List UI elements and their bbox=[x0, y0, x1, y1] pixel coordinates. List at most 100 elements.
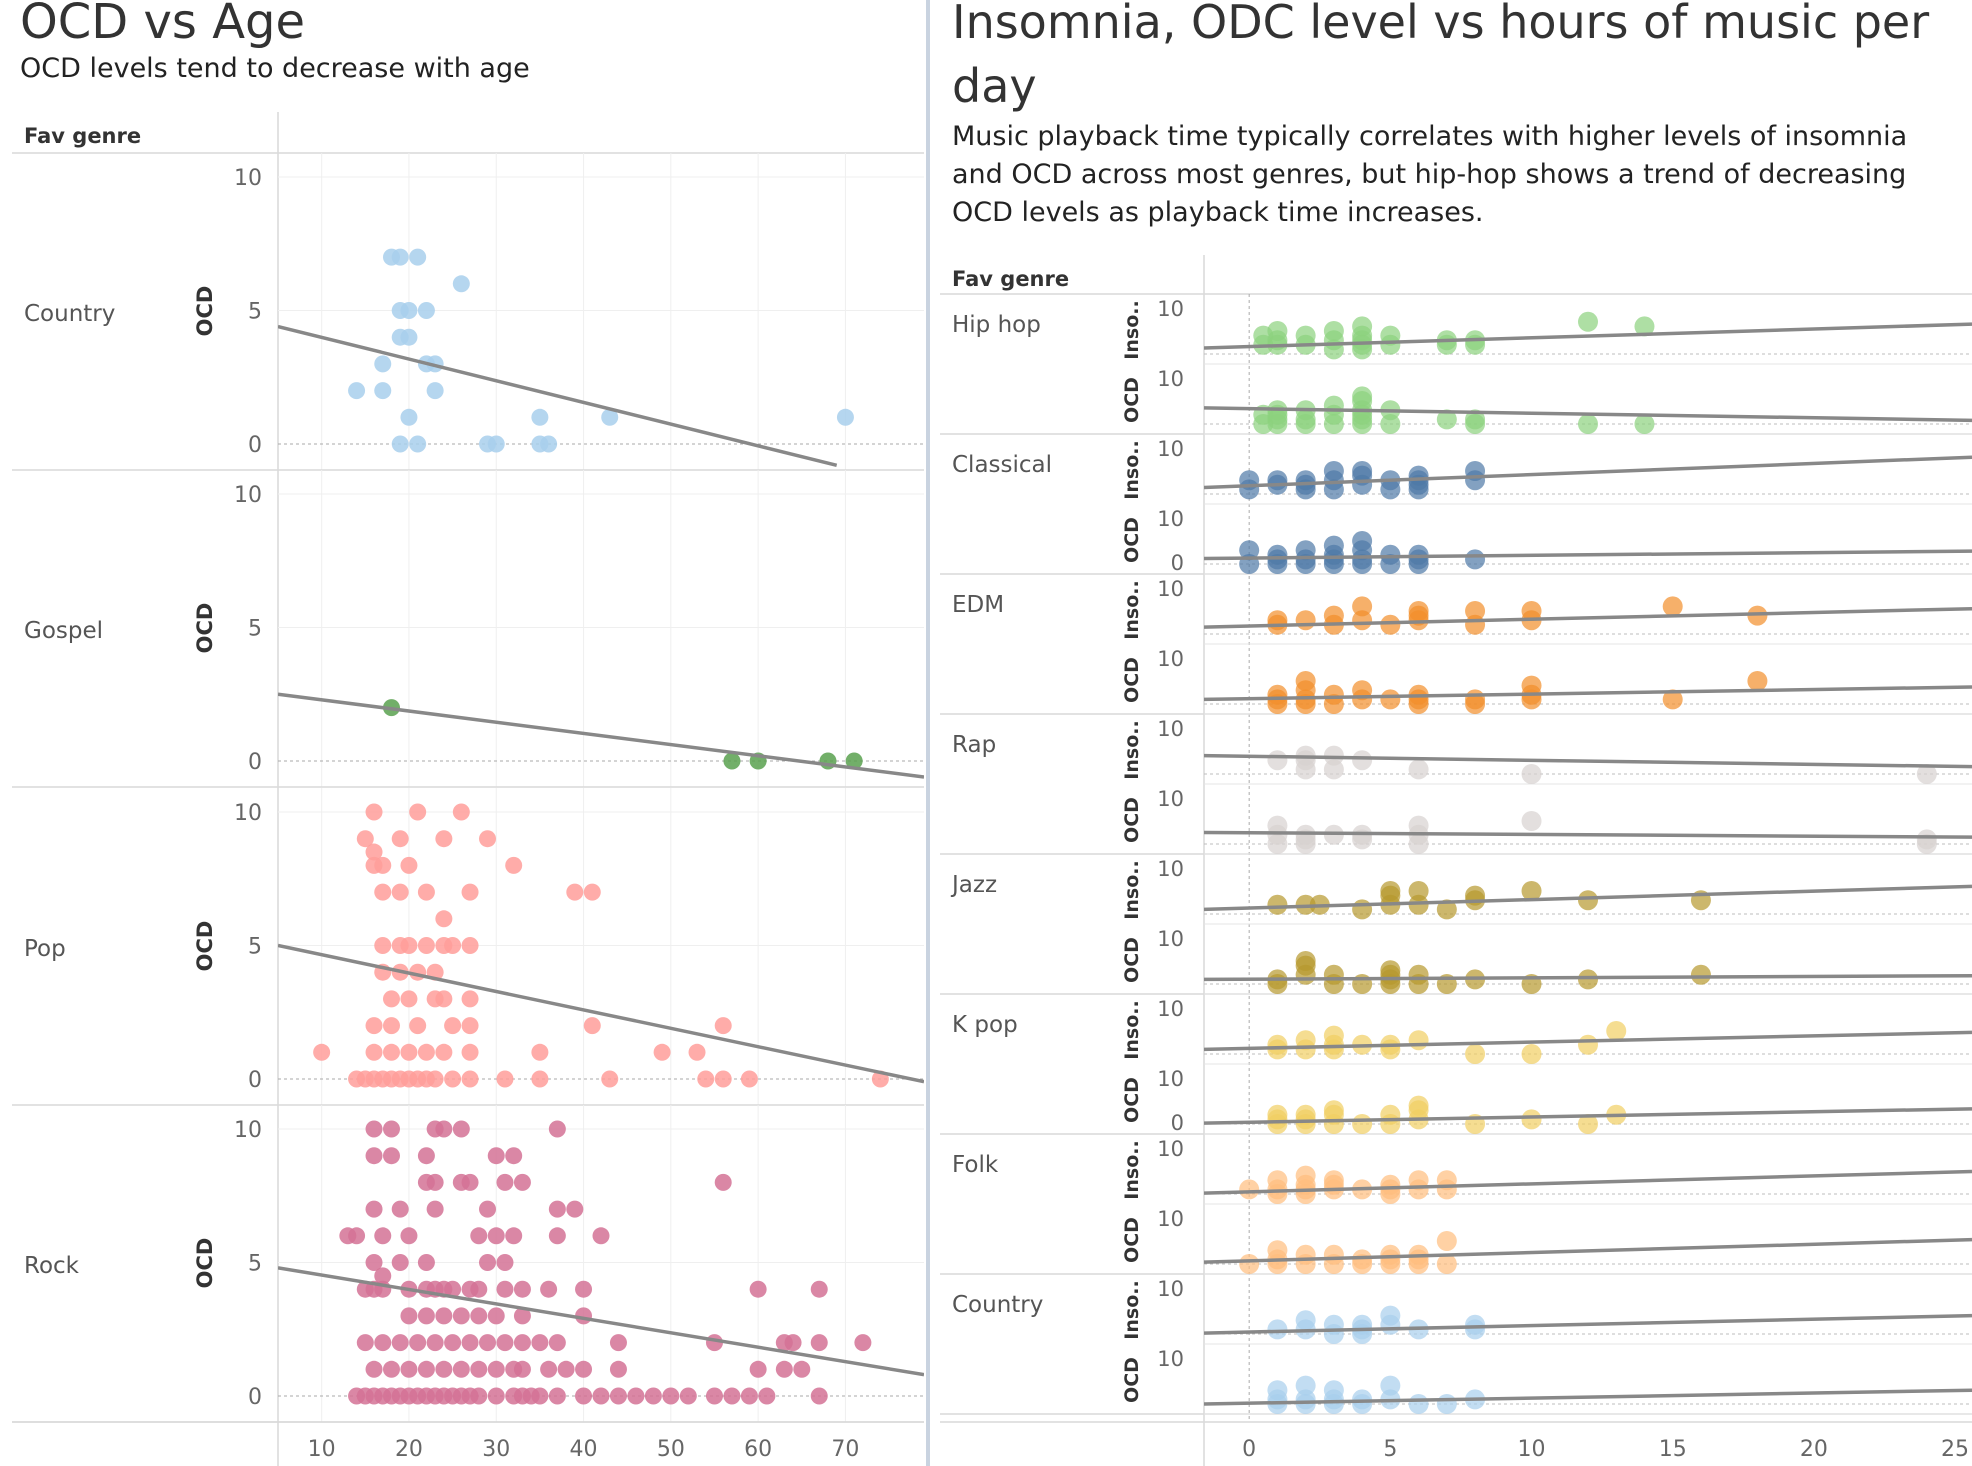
data-point-rock bbox=[391, 1200, 409, 1218]
data-point-classical-ocd bbox=[1380, 544, 1401, 565]
data-point-hip-hop-insomnia bbox=[1323, 321, 1344, 341]
data-point-pop bbox=[382, 1043, 400, 1061]
y-tick-label-pop: 0 bbox=[248, 1068, 262, 1093]
data-point-country bbox=[391, 435, 409, 453]
data-point-folk-ocd bbox=[1436, 1254, 1457, 1274]
data-point-pop bbox=[365, 1017, 383, 1035]
data-point-hip-hop-ocd bbox=[1352, 386, 1373, 407]
data-point-pop bbox=[426, 1070, 444, 1088]
data-point-rock bbox=[784, 1334, 802, 1352]
measure-label-ocd: OCD bbox=[1121, 657, 1143, 703]
y-tick-label-rock: 0 bbox=[248, 1385, 262, 1410]
data-point-rock bbox=[417, 1147, 435, 1165]
y-tick-label: 10 bbox=[1157, 437, 1184, 461]
data-point-rap-insomnia bbox=[1323, 759, 1344, 780]
x-tick-label: 30 bbox=[482, 1437, 510, 1462]
trend-line-rap-ocd bbox=[1204, 830, 1972, 839]
data-point-rock bbox=[487, 1387, 505, 1405]
data-point-hip-hop-insomnia bbox=[1634, 316, 1655, 337]
right-title: Insomnia, ODC level vs hours of music pe… bbox=[952, 0, 1930, 113]
data-point-folk-insomnia bbox=[1295, 1165, 1316, 1186]
data-point-rock bbox=[444, 1280, 462, 1298]
y-tick-label-rock: 5 bbox=[248, 1252, 262, 1277]
x-tick-label: 60 bbox=[744, 1437, 772, 1462]
data-point-rock bbox=[479, 1200, 497, 1218]
data-point-rock bbox=[548, 1200, 566, 1218]
data-point-k-pop-insomnia bbox=[1521, 1044, 1542, 1064]
data-point-rock bbox=[505, 1227, 523, 1245]
row-label-country: Country bbox=[952, 1292, 1043, 1318]
data-point-k-pop-ocd bbox=[1578, 1114, 1598, 1134]
data-point-rock bbox=[575, 1387, 593, 1405]
data-point-rock bbox=[382, 1120, 400, 1138]
data-point-country bbox=[540, 435, 558, 453]
data-point-edm-insomnia bbox=[1465, 601, 1486, 621]
data-point-folk-insomnia bbox=[1323, 1170, 1344, 1191]
data-point-country bbox=[409, 248, 427, 266]
y-tick-label: 10 bbox=[1157, 297, 1184, 321]
data-point-rock bbox=[513, 1280, 531, 1298]
data-point-rock bbox=[435, 1307, 453, 1325]
data-point-rap-insomnia bbox=[1916, 764, 1937, 784]
data-point-edm-ocd bbox=[1465, 689, 1486, 710]
data-point-country bbox=[487, 435, 505, 453]
data-point-country-ocd bbox=[1267, 1380, 1288, 1401]
y-tick-label: 10 bbox=[1157, 1207, 1184, 1231]
data-point-folk-ocd bbox=[1323, 1244, 1344, 1265]
data-point-rock bbox=[575, 1280, 593, 1298]
data-point-rock bbox=[810, 1334, 828, 1352]
trend-line-jazz-ocd bbox=[1204, 973, 1972, 982]
y-axis-label-rock: OCD bbox=[193, 1238, 217, 1289]
y-tick-label: 10 bbox=[1157, 1347, 1184, 1371]
data-point-pop bbox=[461, 1043, 479, 1061]
data-point-hip-hop-insomnia bbox=[1267, 321, 1288, 341]
data-point-country bbox=[417, 302, 435, 319]
measure-label-insomnia: Inso.. bbox=[1121, 580, 1143, 639]
data-point-jazz-insomnia bbox=[1352, 899, 1373, 920]
data-point-edm-insomnia bbox=[1352, 596, 1373, 617]
trend-line-classical-insomnia bbox=[1204, 455, 1972, 490]
data-point-rock bbox=[496, 1254, 514, 1271]
y-tick-label: 10 bbox=[1157, 787, 1184, 811]
data-point-pop bbox=[365, 803, 383, 821]
data-point-folk-ocd bbox=[1239, 1254, 1260, 1274]
data-point-pop bbox=[566, 883, 584, 901]
data-point-pop bbox=[435, 1043, 453, 1061]
trend-line-edm-insomnia bbox=[1204, 606, 1972, 629]
data-point-rock bbox=[496, 1334, 514, 1352]
data-point-hip-hop-insomnia bbox=[1352, 316, 1373, 337]
data-point-jazz-ocd bbox=[1690, 964, 1711, 985]
data-point-jazz-ocd bbox=[1323, 964, 1344, 985]
data-point-pop bbox=[417, 883, 435, 901]
data-point-country-insomnia bbox=[1295, 1310, 1316, 1331]
data-point-rock bbox=[575, 1360, 593, 1378]
data-point-pop bbox=[400, 1043, 418, 1061]
data-point-country bbox=[391, 248, 409, 266]
x-tick-label: 25 bbox=[1941, 1437, 1969, 1462]
data-point-rock bbox=[426, 1200, 444, 1218]
data-point-country bbox=[426, 382, 444, 400]
data-point-pop bbox=[688, 1043, 706, 1061]
data-point-k-pop-insomnia bbox=[1323, 1025, 1344, 1046]
trend-line-hip-hop-insomnia bbox=[1204, 322, 1972, 350]
data-point-folk-insomnia bbox=[1267, 1170, 1288, 1191]
data-point-country-ocd bbox=[1436, 1394, 1457, 1414]
data-point-jazz-insomnia bbox=[1380, 881, 1401, 901]
data-point-pop bbox=[444, 1017, 462, 1035]
data-point-rock bbox=[513, 1173, 531, 1191]
x-tick-label: 20 bbox=[1800, 1437, 1828, 1462]
measure-label-ocd: OCD bbox=[1121, 1357, 1143, 1403]
y-tick-label-gospel: 10 bbox=[234, 483, 262, 508]
row-label-classical: Classical bbox=[952, 452, 1052, 478]
dashboard-divider bbox=[926, 0, 930, 1466]
data-point-k-pop-insomnia bbox=[1295, 1030, 1316, 1051]
row-label-country: Country bbox=[24, 301, 115, 327]
data-point-jazz-ocd bbox=[1578, 969, 1598, 990]
data-point-rock bbox=[749, 1280, 767, 1298]
data-point-rock bbox=[356, 1334, 374, 1352]
row-label-gospel: Gospel bbox=[24, 618, 103, 644]
data-point-rock bbox=[496, 1173, 514, 1191]
data-point-pop bbox=[461, 1017, 479, 1035]
data-point-pop bbox=[409, 1017, 427, 1035]
data-point-rock bbox=[470, 1307, 488, 1325]
